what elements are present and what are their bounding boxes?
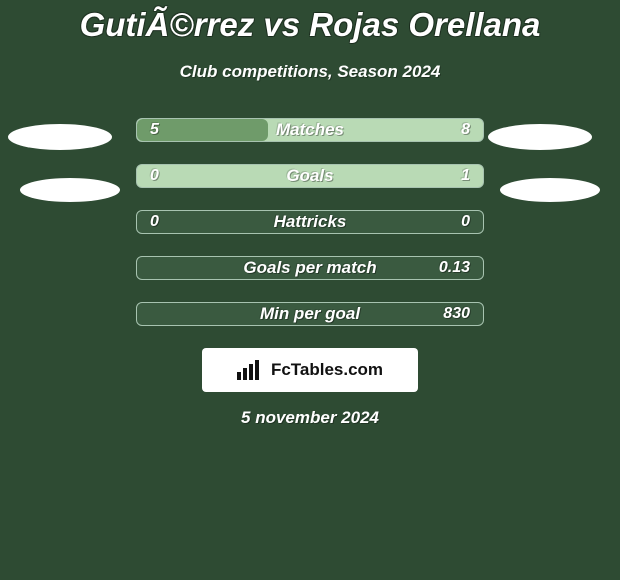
date-line: 5 november 2024: [0, 408, 620, 428]
stat-row: Matches 5 8: [0, 118, 620, 142]
stat-value-left: 5: [150, 121, 159, 139]
stat-value-left: 0: [150, 213, 159, 231]
page-subtitle: Club competitions, Season 2024: [0, 62, 620, 82]
stat-row: Goals 0 1: [0, 164, 620, 188]
stat-row: Min per goal 830: [0, 302, 620, 326]
stat-label: Min per goal: [260, 304, 360, 324]
page-title: GutiÃ©rrez vs Rojas Orellana: [0, 0, 620, 44]
stat-row: Goals per match 0.13: [0, 256, 620, 280]
stat-label: Matches: [276, 120, 344, 140]
bars-icon: [237, 360, 265, 380]
brand-text: FcTables.com: [271, 360, 383, 380]
stat-value-left: 0: [150, 167, 159, 185]
stat-value-right: 0.13: [439, 259, 470, 277]
stat-label: Goals: [286, 166, 333, 186]
stat-value-right: 8: [461, 121, 470, 139]
stat-label: Hattricks: [274, 212, 347, 232]
stat-value-right: 830: [443, 305, 470, 323]
stat-rows: Matches 5 8 Goals 0 1 Hattricks 0 0 Goals per mat…: [0, 118, 620, 326]
stat-row: Hattricks 0 0: [0, 210, 620, 234]
brand-inner: FcTables.com: [237, 360, 383, 380]
stat-label: Goals per match: [243, 258, 376, 278]
stat-value-right: 1: [461, 167, 470, 185]
stat-value-right: 0: [461, 213, 470, 231]
brand-badge: FcTables.com: [202, 348, 418, 392]
comparison-infographic: GutiÃ©rrez vs Rojas Orellana Club compet…: [0, 0, 620, 580]
